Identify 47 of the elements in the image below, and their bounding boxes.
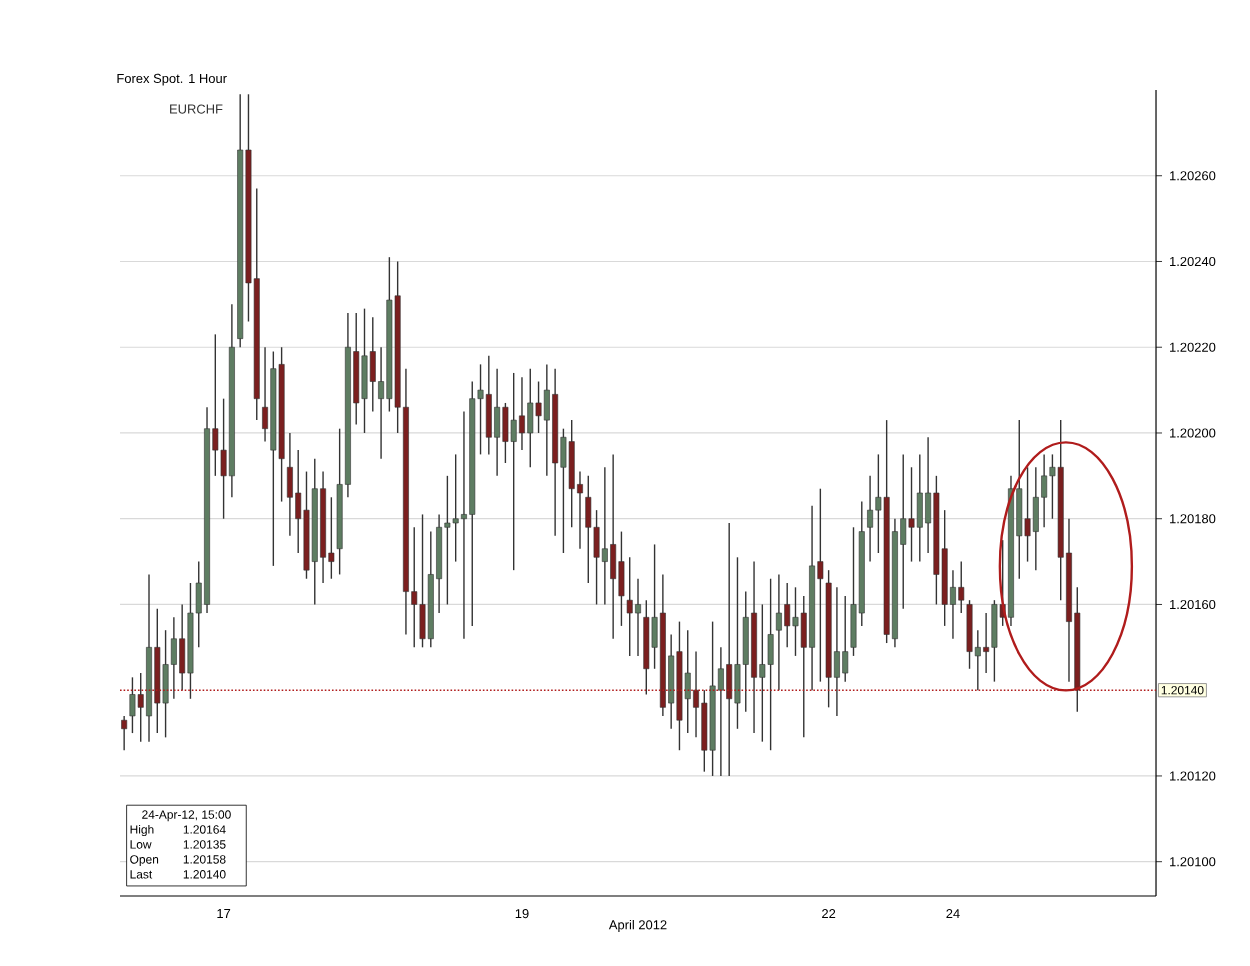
candlestick xyxy=(908,466,915,563)
candlestick xyxy=(328,496,335,580)
candlestick xyxy=(485,355,492,456)
candlestick xyxy=(527,367,534,468)
candlestick xyxy=(626,556,633,657)
candlestick xyxy=(601,466,608,606)
candlestick xyxy=(535,380,542,434)
candlestick xyxy=(958,560,965,614)
candlestick xyxy=(585,475,592,584)
candlestick xyxy=(867,475,874,563)
candlestick xyxy=(991,599,998,683)
candlestick xyxy=(717,646,724,777)
candlestick xyxy=(444,475,451,606)
candlestick xyxy=(1041,453,1048,528)
candlestick xyxy=(369,316,376,413)
candlestick xyxy=(817,488,824,683)
candlestick xyxy=(759,603,766,743)
candlestick xyxy=(361,307,368,434)
candlestick xyxy=(701,689,708,773)
candlestick xyxy=(618,530,625,627)
candlestick xyxy=(419,513,426,649)
candlestick xyxy=(129,676,136,734)
candlestick xyxy=(452,453,459,563)
candlestick xyxy=(684,629,691,734)
candlestick xyxy=(1032,466,1039,571)
candlestick xyxy=(726,522,733,777)
candlestick xyxy=(162,629,169,739)
candlestick xyxy=(734,556,741,730)
candlestick xyxy=(568,419,575,528)
candlestick xyxy=(842,595,849,683)
candlestick xyxy=(179,603,186,691)
candlestick xyxy=(1024,466,1031,563)
candlestick xyxy=(610,453,617,640)
candlestick xyxy=(792,586,799,657)
candlestick xyxy=(850,526,857,657)
candlestick xyxy=(502,402,509,464)
candlestick xyxy=(543,363,550,477)
candlestick xyxy=(121,715,128,751)
candlestick xyxy=(966,599,973,670)
candlestick xyxy=(767,578,774,751)
candlestick xyxy=(742,590,749,713)
candlestick xyxy=(510,372,517,571)
candlestick xyxy=(170,616,177,700)
candlestick xyxy=(494,367,501,477)
candlestick xyxy=(916,453,923,563)
candlestick xyxy=(983,612,990,674)
candlestick xyxy=(784,582,791,649)
